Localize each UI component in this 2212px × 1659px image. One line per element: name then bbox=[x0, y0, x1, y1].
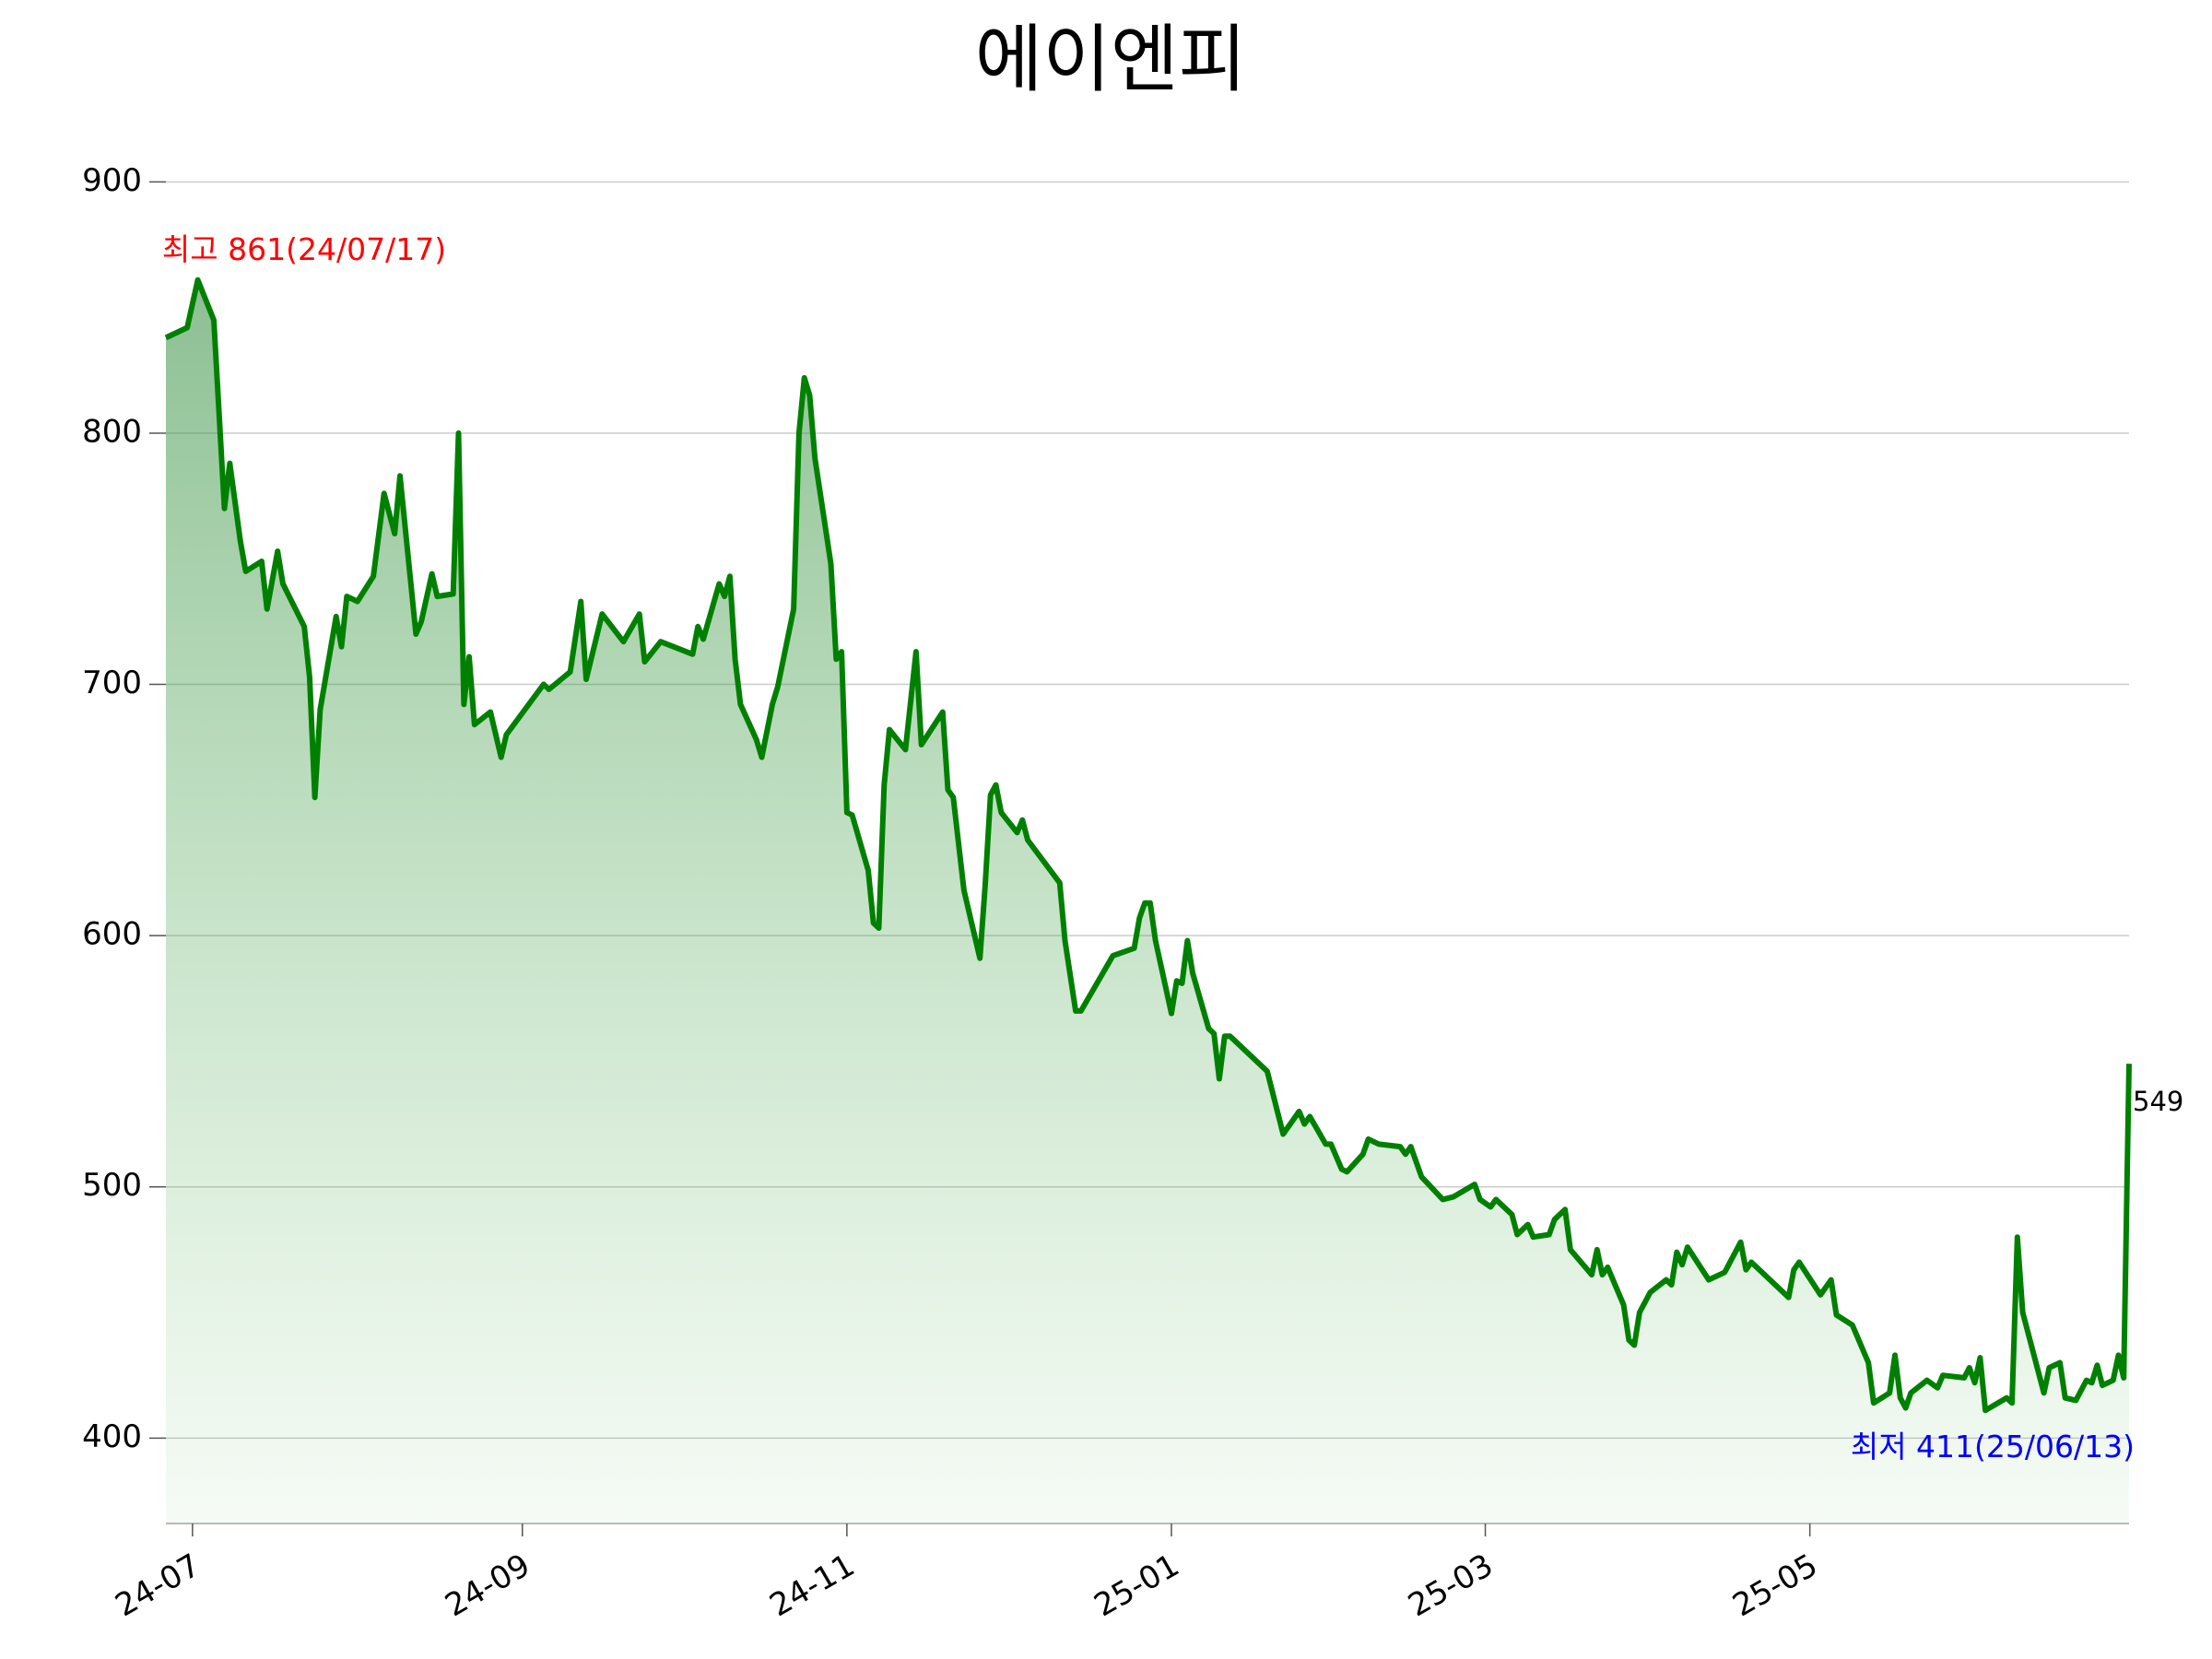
area bbox=[166, 279, 2129, 1524]
x-tick-label: 24-09 bbox=[439, 1547, 536, 1624]
y-tick-label: 800 bbox=[82, 413, 142, 450]
y-tick-label: 400 bbox=[82, 1418, 142, 1455]
y-tick-label: 700 bbox=[82, 665, 142, 701]
x-tick-label: 25-05 bbox=[1726, 1547, 1824, 1624]
last-value-label: 549 bbox=[2133, 1086, 2183, 1117]
x-tick-label: 24-07 bbox=[110, 1547, 207, 1624]
y-tick-label: 500 bbox=[82, 1167, 142, 1204]
min-annotation: 최저 411(25/06/13) bbox=[1851, 1429, 2135, 1465]
chart-title: 에이엔피 bbox=[975, 17, 1246, 102]
y-tick-label: 600 bbox=[82, 916, 142, 953]
y-tick-label: 900 bbox=[82, 162, 142, 199]
max-annotation: 최고 861(24/07/17) bbox=[162, 231, 446, 267]
x-tick-label: 25-01 bbox=[1088, 1547, 1186, 1624]
line bbox=[164, 276, 2132, 1414]
x-tick-label: 24-11 bbox=[764, 1547, 862, 1624]
x-tick-label: 25-03 bbox=[1402, 1547, 1500, 1624]
